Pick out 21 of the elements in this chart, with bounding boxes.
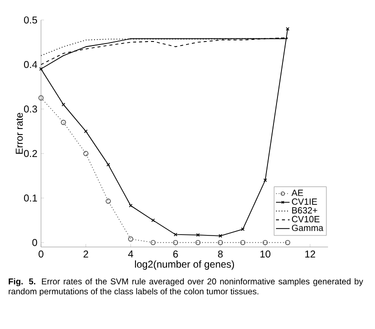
text: Fig. 5. Error rates of the SVM rule averaged over 20 noninformative samples generated by random permutations of the class labels of the colon tumor tissues. bbox=[8, 278, 364, 296]
legend-label: AE bbox=[292, 190, 304, 196]
x-tick-label: 4 bbox=[128, 250, 134, 258]
y-tick-label: 0.2 bbox=[24, 150, 37, 158]
legend-label: B632+ bbox=[292, 207, 318, 214]
x-tick-label: 12 bbox=[305, 250, 316, 258]
x-tick-label: 8 bbox=[218, 250, 223, 258]
x-tick-label: 0 bbox=[38, 250, 44, 258]
y-axis-title: Error rate bbox=[16, 112, 23, 154]
x-axis-title: log2(number of genes) bbox=[135, 260, 234, 270]
x-tick-label: 10 bbox=[260, 250, 270, 258]
y-tick-label: 0 bbox=[32, 239, 38, 246]
legend-label: CV10E bbox=[292, 216, 320, 222]
y-tick-label: 0.3 bbox=[24, 105, 38, 113]
x-tick-label: 2 bbox=[84, 250, 88, 258]
legend-label: CV1IE bbox=[292, 198, 318, 205]
y-tick-label: 0.5 bbox=[24, 16, 38, 24]
y-tick-label: 0.4 bbox=[24, 60, 38, 68]
x-tick-label: 6 bbox=[173, 250, 178, 258]
legend-label: Gamma bbox=[292, 224, 324, 232]
y-tick-label: 0.1 bbox=[24, 194, 37, 202]
